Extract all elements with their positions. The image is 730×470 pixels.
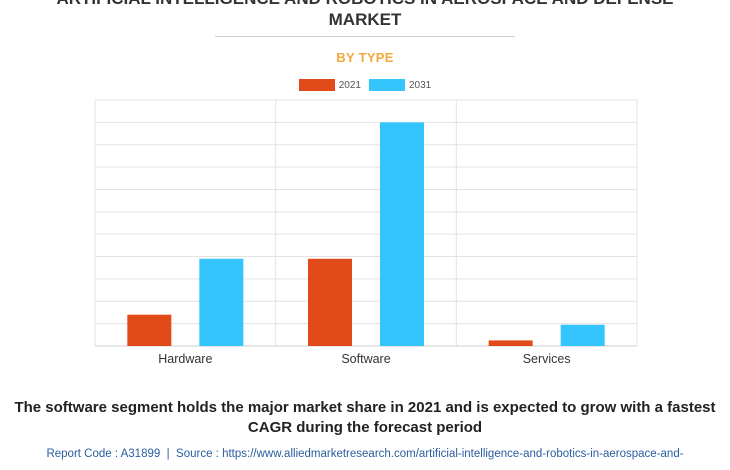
bar-hardware-2031: [199, 258, 244, 346]
footer-separator: |: [166, 448, 170, 460]
bar-services-2031: [560, 324, 605, 346]
chart-title-line-1: ARTIFICIAL INTELLIGENCE AND ROBOTICS IN …: [0, 0, 730, 9]
x-tick-label-hardware: Hardware: [158, 352, 212, 366]
chart-subtitle: BY TYPE: [336, 50, 394, 65]
source-link[interactable]: Source : https://www.alliedmarketresearc…: [176, 448, 684, 460]
legend-item-2031[interactable]: 2031: [369, 79, 431, 91]
legend-item-2021[interactable]: 2021: [298, 79, 361, 91]
report-footer: Report Code : A31899 | Source : https://…: [0, 447, 730, 462]
chart-title-line-2: MARKET: [328, 10, 402, 29]
bar-software-2031: [380, 122, 424, 346]
legend-swatch-2021: [298, 79, 335, 91]
legend-swatch-2031: [369, 79, 405, 91]
legend-label-2031: 2031: [409, 79, 432, 91]
x-tick-label-services: Services: [523, 352, 571, 366]
x-tick-label-software: Software: [341, 352, 390, 366]
bar-software-2021: [308, 258, 352, 346]
legend-label-2021: 2021: [338, 79, 361, 91]
bar-chart: Hardware Software Services: [94, 99, 638, 366]
title-divider: [215, 36, 515, 37]
chart-legend: 2021 2031: [0, 79, 730, 91]
chart-caption: The software segment holds the major mar…: [14, 399, 716, 436]
bar-hardware-2021: [127, 314, 172, 346]
bar-services-2021: [488, 340, 533, 346]
report-code: Report Code : A31899: [46, 448, 161, 460]
